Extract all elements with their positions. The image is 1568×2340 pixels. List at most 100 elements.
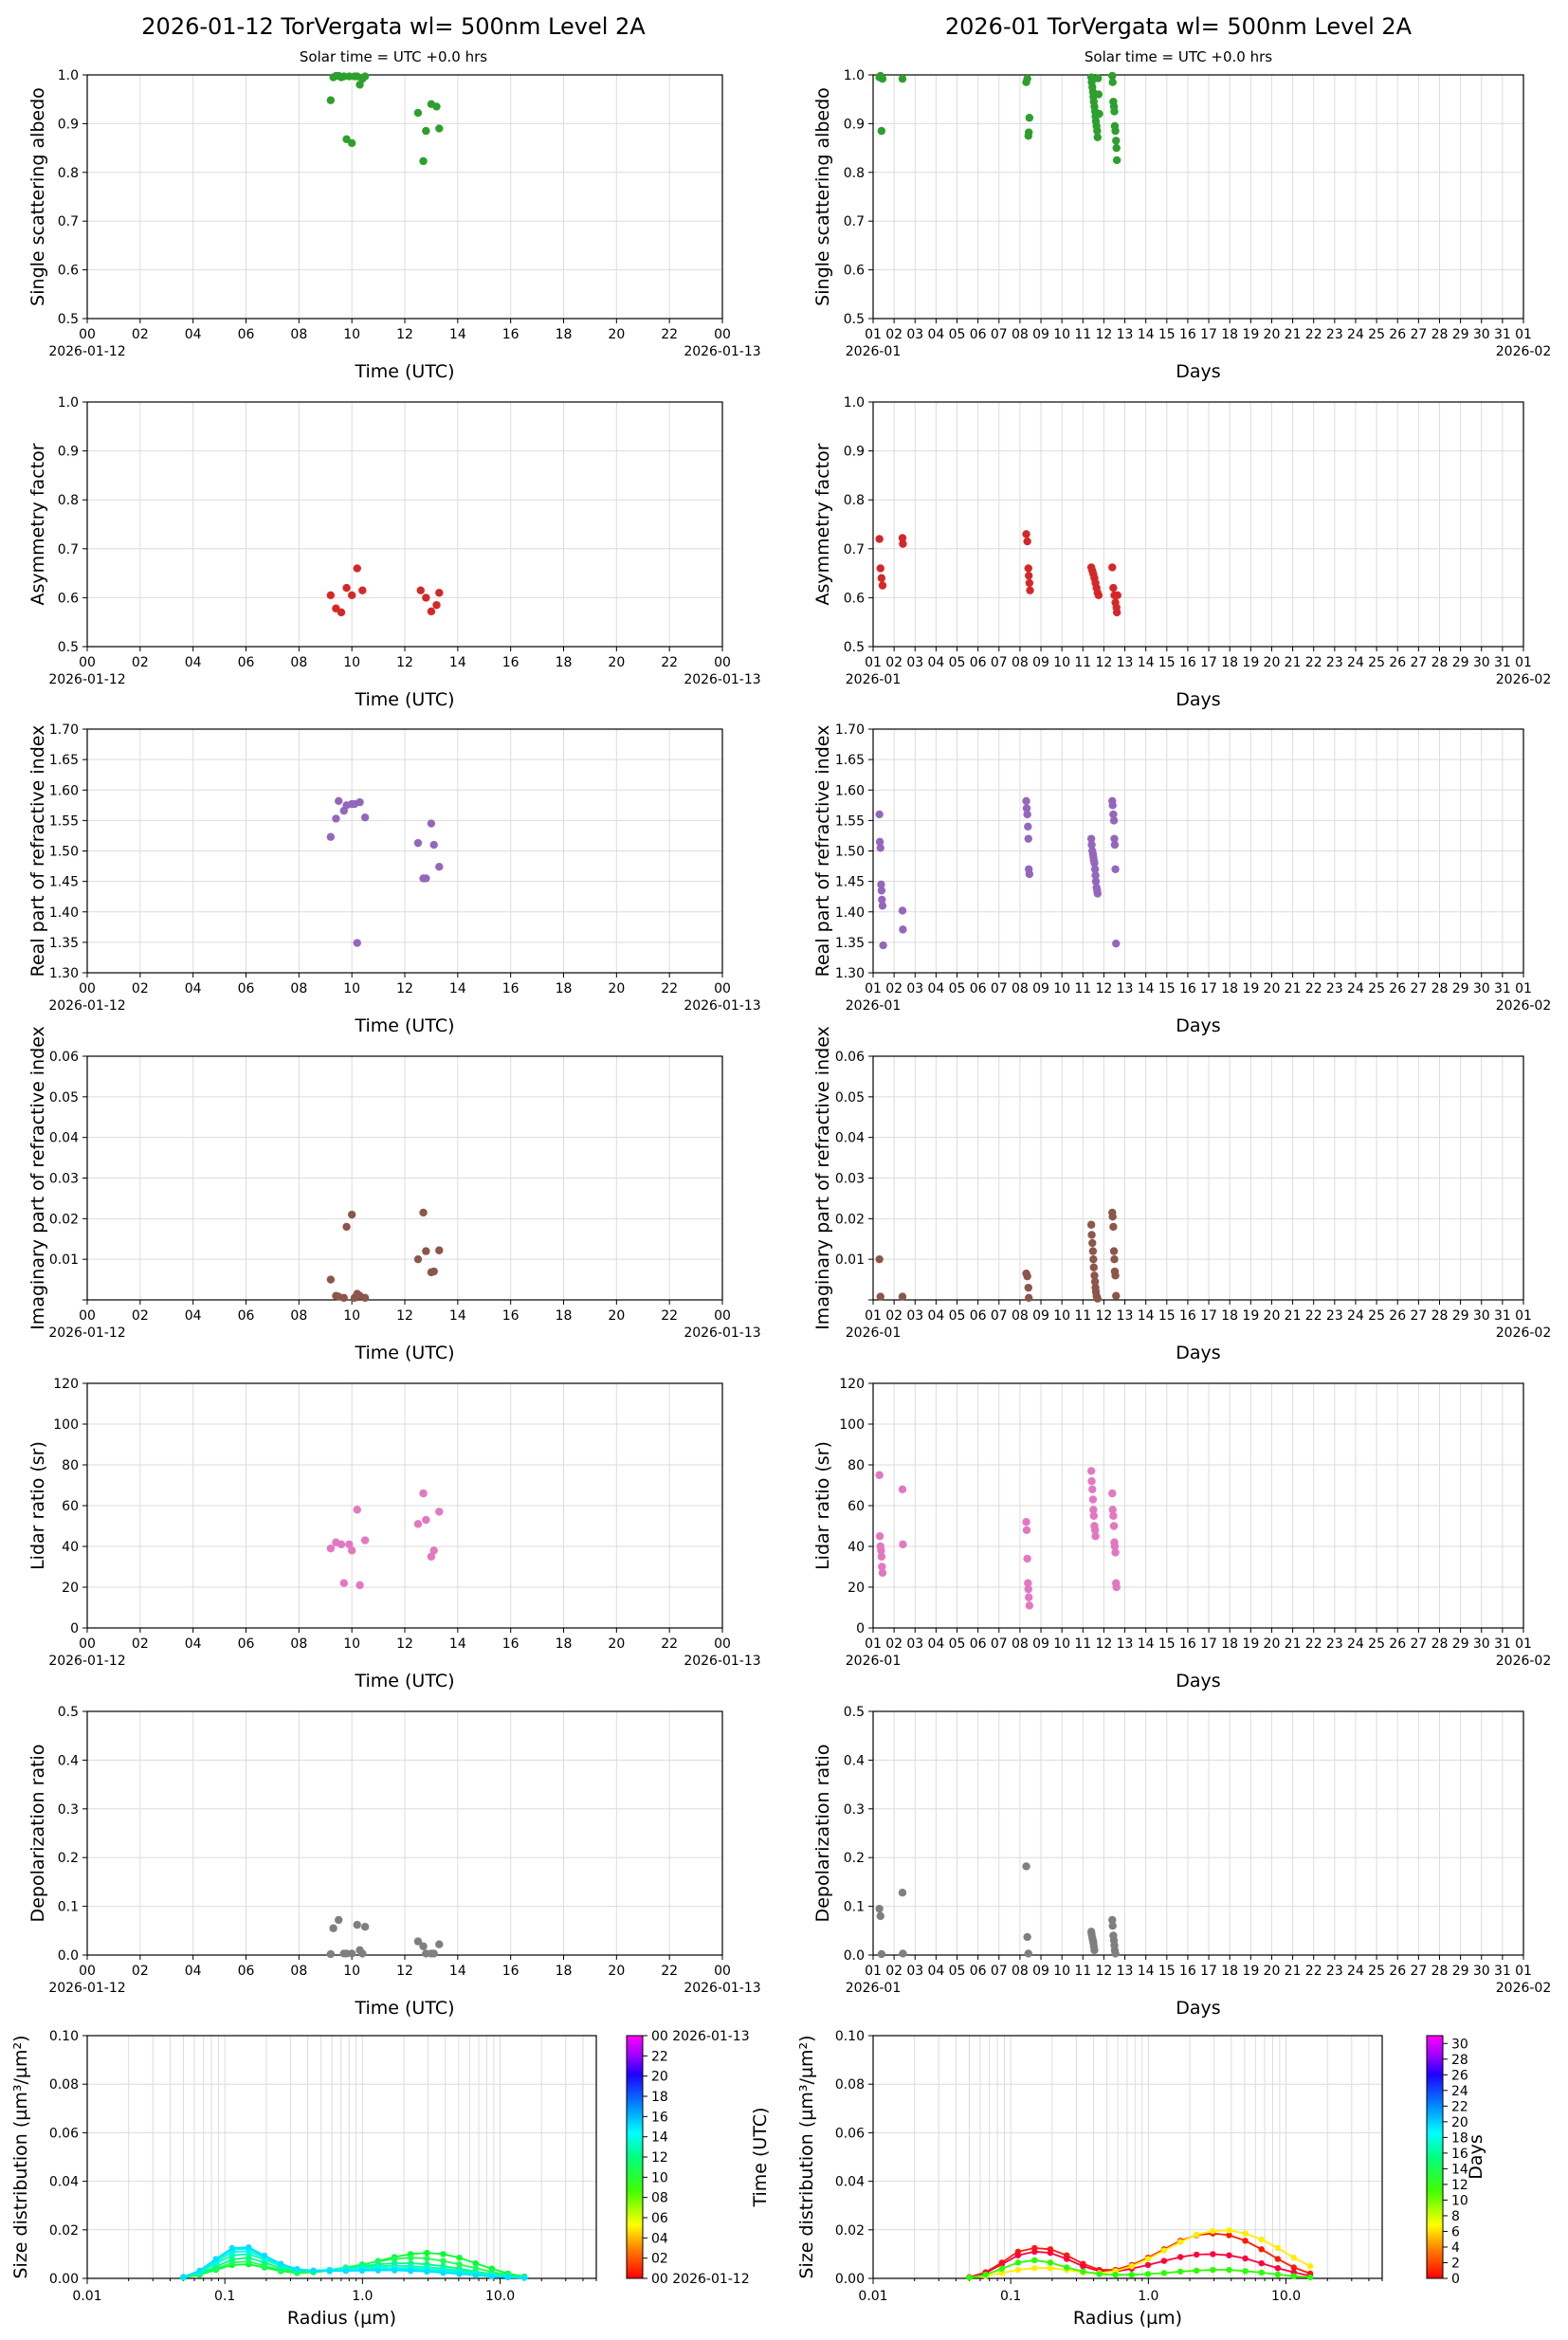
x-tick-label: 04	[185, 655, 202, 670]
size-series-point	[1080, 2268, 1086, 2276]
y-tick-label: 1.70	[49, 722, 79, 738]
x-tick-label: 22	[1305, 1636, 1322, 1652]
x-tick-label: 26	[1389, 981, 1406, 996]
x-tick-label: 01	[865, 655, 882, 670]
x-tick-label: 18	[1221, 1636, 1238, 1652]
x-tick-label: 0.1	[214, 2289, 235, 2304]
data-point	[432, 102, 441, 111]
x-tick-label: 08	[1012, 327, 1029, 342]
data-point	[360, 1536, 370, 1545]
data-point	[429, 1267, 438, 1276]
size-series-point	[1160, 2258, 1168, 2264]
data-point	[879, 941, 887, 950]
x-axis-label: Time (UTC)	[354, 1343, 454, 1363]
x-tick-label: 19	[1242, 327, 1259, 342]
y-tick-label: 0	[856, 1621, 865, 1636]
data-point	[342, 583, 351, 593]
data-point	[876, 844, 884, 852]
data-point	[1109, 816, 1119, 825]
x-tick-label: 20	[1264, 327, 1281, 342]
x-tick-label: 01	[865, 1308, 882, 1324]
x-tick-label: 10	[343, 1308, 360, 1324]
x-tick-label: 14	[449, 327, 466, 342]
x-tick-label: 22	[661, 1308, 678, 1324]
x-tick-label: 15	[1158, 327, 1176, 342]
y-tick-label: 0.04	[49, 2175, 79, 2190]
x-tick-label: 30	[1473, 655, 1490, 670]
x-tick-label: 20	[608, 981, 625, 996]
x-tick-label: 17	[1200, 1636, 1217, 1652]
x-tick-label: 0.01	[858, 2289, 887, 2304]
x-tick-label: 16	[1179, 327, 1196, 342]
data-point	[1087, 1477, 1096, 1486]
x-tick-label: 02	[885, 1308, 903, 1324]
size-series-point	[1258, 2246, 1265, 2253]
x-tick-label: 11	[1074, 327, 1091, 342]
data-point	[435, 1246, 444, 1254]
data-point	[1086, 1220, 1096, 1229]
x-tick-label: 08	[1012, 981, 1029, 996]
y-tick-label: 0	[70, 1621, 79, 1636]
data-point	[876, 1292, 884, 1301]
y-axis-label: Single scattering albedo	[27, 87, 48, 306]
data-point	[1022, 804, 1031, 813]
x-tick-label: 25	[1368, 1964, 1385, 1979]
size-series-line	[969, 2229, 1311, 2279]
x-tick-label: 12	[1096, 1636, 1113, 1652]
data-point	[335, 796, 343, 806]
data-point	[1090, 865, 1100, 873]
left-colorbar-tick-label: 00 2026-01-13	[651, 2029, 750, 2044]
data-point	[1022, 1518, 1030, 1526]
right-colorbar-tick-label: 26	[1451, 2068, 1468, 2083]
data-point	[1110, 834, 1119, 843]
size-series-point	[1193, 2267, 1200, 2275]
y-tick-label: 0.9	[58, 445, 79, 460]
x-date-end-label: 2026-01-13	[684, 344, 760, 359]
left-colorbar	[626, 2035, 644, 2279]
x-tick-label: 27	[1410, 1964, 1427, 1979]
plot-frame	[86, 74, 723, 320]
x-tick-label: 21	[1285, 655, 1302, 670]
size-series-point	[1176, 2239, 1184, 2245]
data-point	[877, 574, 886, 582]
x-tick-label: 31	[1494, 327, 1511, 342]
data-point	[413, 1520, 423, 1528]
y-tick-label: 0.5	[844, 1705, 865, 1720]
x-tick-label: 07	[991, 1964, 1008, 1979]
x-tick-label: 1.0	[1138, 2289, 1158, 2304]
data-point	[360, 72, 370, 81]
data-point	[1112, 143, 1121, 153]
data-point	[1108, 1489, 1117, 1498]
left-colorbar-tick-label: 12	[651, 2150, 668, 2166]
y-tick-label: 1.60	[49, 783, 79, 798]
x-tick-label: 29	[1452, 327, 1469, 342]
x-tick-label: 22	[661, 327, 678, 342]
x-tick-label: 24	[1347, 655, 1364, 670]
y-axis-label: Depolarization ratio	[812, 1745, 833, 1923]
left-colorbar-tick-label: 14	[651, 2130, 668, 2146]
data-point	[1112, 939, 1121, 948]
data-point	[876, 564, 884, 573]
size-series-point	[358, 2267, 366, 2275]
data-point	[1108, 1915, 1117, 1925]
size-series-point	[1274, 2265, 1282, 2272]
right-colorbar-tick-label: 24	[1451, 2084, 1468, 2099]
right-colorbar-tick-label: 4	[1451, 2240, 1460, 2256]
size-series-point	[1226, 2232, 1232, 2239]
data-point	[422, 1247, 430, 1255]
data-point	[429, 840, 438, 850]
data-point	[347, 591, 356, 600]
y-tick-label: 1.0	[844, 395, 865, 411]
data-point	[347, 1949, 356, 1958]
size-series-point	[374, 2267, 382, 2274]
size-series-point	[1226, 2227, 1232, 2234]
size-series-point	[966, 2275, 973, 2281]
x-tick-label: 29	[1452, 1964, 1469, 1979]
x-tick-label: 20	[608, 1636, 625, 1652]
x-tick-label: 10	[1053, 981, 1070, 996]
x-date-end-label: 2026-02	[1496, 998, 1552, 1014]
data-point	[1022, 530, 1030, 539]
size-series-point	[1031, 2265, 1038, 2272]
data-point	[875, 535, 884, 543]
y-tick-label: 1.55	[835, 814, 865, 829]
